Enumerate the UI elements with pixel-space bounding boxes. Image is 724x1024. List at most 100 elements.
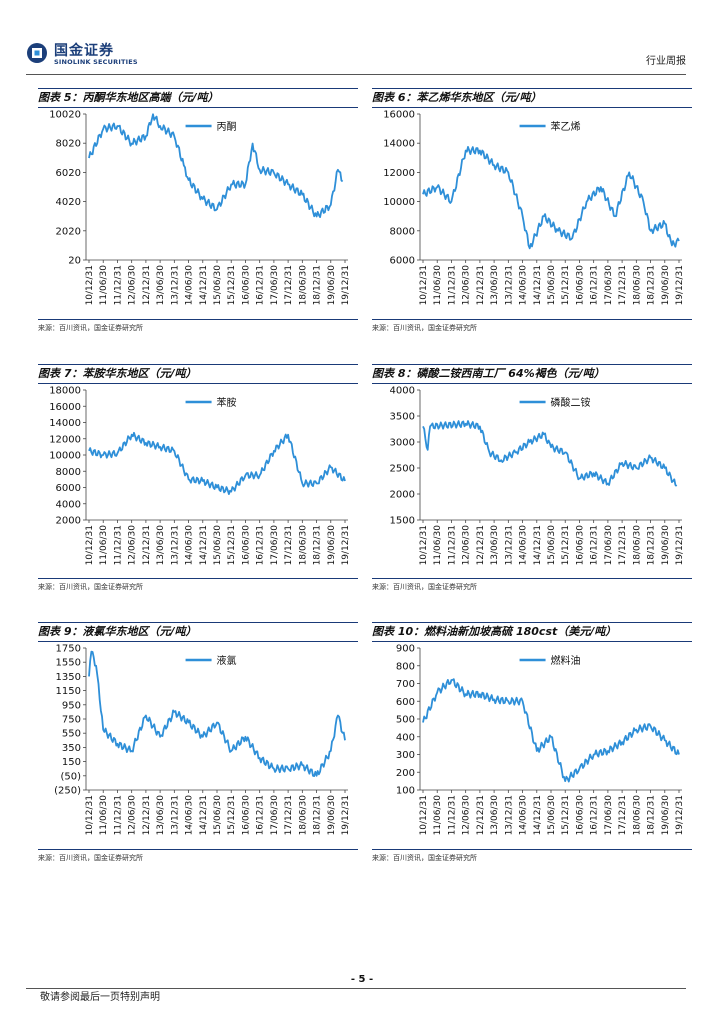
x-tick-label: 18/12/31 — [313, 265, 323, 305]
chart-source: 来源：百川资讯，国金证券研究所 — [372, 849, 692, 863]
y-tick-label: 3000 — [390, 438, 415, 449]
x-tick-label: 17/12/31 — [284, 525, 294, 565]
x-tick-label: 10/12/31 — [85, 795, 95, 835]
x-tick-label: 18/06/30 — [298, 265, 308, 306]
x-tick-label: 14/12/31 — [199, 265, 209, 305]
legend-label: 丙酮 — [217, 121, 237, 133]
chart-svg: 900 800 700 600 500 400 300 200 100 10/12/31 11/06… — [396, 644, 685, 836]
x-tick-label: 11/12/31 — [447, 525, 457, 565]
y-tick-label: 500 — [396, 715, 415, 726]
x-tick-label: 15/12/31 — [561, 525, 571, 565]
x-tick-label: 15/06/30 — [213, 795, 223, 836]
y-tick-label: 16000 — [49, 402, 81, 413]
y-tick-label: 10020 — [49, 110, 81, 121]
y-tick-label: (50) — [60, 771, 81, 782]
x-tick-label: 13/06/30 — [156, 795, 166, 836]
logo-mark-icon — [27, 43, 47, 63]
x-tick-label: 12/12/31 — [476, 265, 486, 305]
x-tick-label: 19/06/30 — [661, 525, 671, 566]
chart-source: 来源：百川资讯，国金证券研究所 — [38, 578, 358, 592]
x-tick-label: 12/12/31 — [142, 525, 152, 565]
x-tick-label: 12/06/30 — [462, 265, 472, 306]
y-tick-label: 1350 — [56, 672, 81, 683]
x-tick-label: 10/12/31 — [85, 265, 95, 305]
legend-label: 磷酸二铵 — [551, 396, 591, 409]
x-tick-label: 17/12/31 — [284, 265, 294, 305]
x-tick-label: 14/06/30 — [185, 795, 195, 836]
x-tick-label: 13/12/31 — [504, 525, 514, 565]
chart-svg: 16000 14000 12000 10000 8000 6000 10/12/31 11/0… — [383, 110, 685, 306]
x-tick-label: 16/06/30 — [241, 265, 251, 306]
y-tick-label: 10000 — [383, 197, 415, 208]
chart-title: 图表 7：苯胺华东地区（元/吨） — [38, 364, 358, 384]
chart-panel-7: 图表 7：苯胺华东地区（元/吨） 18000 16000 14000 12000 100… — [38, 364, 358, 594]
x-tick-label: 11/06/30 — [99, 795, 109, 836]
x-tick-label: 16/12/31 — [590, 795, 600, 835]
x-tick-label: 11/12/31 — [447, 795, 457, 835]
x-tick-label: 17/06/30 — [604, 525, 614, 566]
x-tick-label: 12/06/30 — [128, 525, 138, 566]
x-tick-label: 11/12/31 — [113, 525, 123, 565]
x-tick-label: 17/06/30 — [270, 525, 280, 566]
x-tick-label: 13/12/31 — [170, 265, 180, 305]
y-tick-label: 10000 — [49, 451, 81, 462]
y-tick-label: 1550 — [56, 658, 81, 669]
x-tick-label: 13/12/31 — [504, 265, 514, 305]
x-tick-label: 16/06/30 — [241, 525, 251, 566]
y-tick-label: 8020 — [56, 139, 81, 150]
chart-source: 来源：百川资讯，国金证券研究所 — [372, 319, 692, 333]
x-tick-label: 15/12/31 — [227, 265, 237, 305]
x-tick-label: 19/06/30 — [327, 265, 337, 306]
x-tick-label: 19/12/31 — [675, 525, 685, 565]
y-tick-label: 4020 — [56, 197, 81, 208]
y-tick-label: 6000 — [390, 256, 415, 267]
y-tick-label: 950 — [62, 700, 81, 711]
y-tick-label: 1150 — [56, 686, 81, 697]
x-tick-label: 13/06/30 — [156, 265, 166, 306]
x-tick-label: 19/12/31 — [341, 795, 351, 835]
x-tick-label: 15/12/31 — [561, 795, 571, 835]
x-tick-label: 12/06/30 — [128, 265, 138, 306]
y-tick-label: 2500 — [390, 464, 415, 475]
x-tick-label: 11/06/30 — [99, 525, 109, 566]
series-line — [422, 678, 680, 783]
series-line — [422, 420, 678, 487]
chart-title: 图表 10：燃料油新加坡高硫 180cst（美元/吨） — [372, 622, 692, 642]
y-tick-label: 2000 — [390, 490, 415, 501]
x-tick-label: 16/12/31 — [256, 795, 266, 835]
x-tick-label: 11/06/30 — [433, 795, 443, 836]
x-tick-label: 16/12/31 — [590, 265, 600, 305]
legend-label: 苯乙烯 — [551, 120, 581, 133]
x-tick-label: 17/12/31 — [618, 265, 628, 305]
footer-divider — [26, 988, 686, 989]
x-tick-label: 18/06/30 — [632, 525, 642, 566]
x-tick-label: 18/12/31 — [647, 795, 657, 835]
series-line — [422, 146, 680, 250]
y-tick-label: 200 — [396, 768, 415, 779]
x-tick-label: 18/06/30 — [632, 795, 642, 836]
chart-panel-8: 图表 8：磷酸二铵西南工厂 64%褐色（元/吨） 4000 3500 3000 250… — [372, 364, 692, 594]
x-tick-label: 16/06/30 — [575, 525, 585, 566]
x-tick-label: 11/06/30 — [433, 265, 443, 306]
x-tick-label: 18/12/31 — [313, 795, 323, 835]
x-tick-label: 18/12/31 — [313, 525, 323, 565]
chart-panel-6: 图表 6：苯乙烯华东地区（元/吨） 16000 14000 12000 10000 80… — [372, 88, 692, 333]
y-tick-label: 4000 — [390, 386, 415, 397]
chart-svg: 1750 1550 1350 1150 950 750 550 350 150 (50) (250)… — [54, 644, 351, 836]
chart-source: 来源：百川资讯，国金证券研究所 — [372, 578, 692, 592]
y-tick-label: 700 — [396, 679, 415, 690]
x-tick-label: 19/06/30 — [327, 795, 337, 836]
y-tick-label: 6020 — [56, 168, 81, 179]
y-tick-label: 1750 — [56, 644, 81, 655]
x-tick-label: 19/12/31 — [675, 265, 685, 305]
y-tick-label: 4000 — [56, 499, 81, 510]
y-tick-label: 16000 — [383, 110, 415, 121]
x-tick-label: 18/12/31 — [647, 265, 657, 305]
x-tick-label: 16/12/31 — [256, 525, 266, 565]
legend-label: 燃料油 — [551, 654, 581, 667]
y-tick-label: 14000 — [383, 139, 415, 150]
x-tick-label: 15/06/30 — [213, 265, 223, 306]
x-tick-label: 12/06/30 — [128, 795, 138, 836]
x-tick-label: 17/06/30 — [270, 265, 280, 306]
